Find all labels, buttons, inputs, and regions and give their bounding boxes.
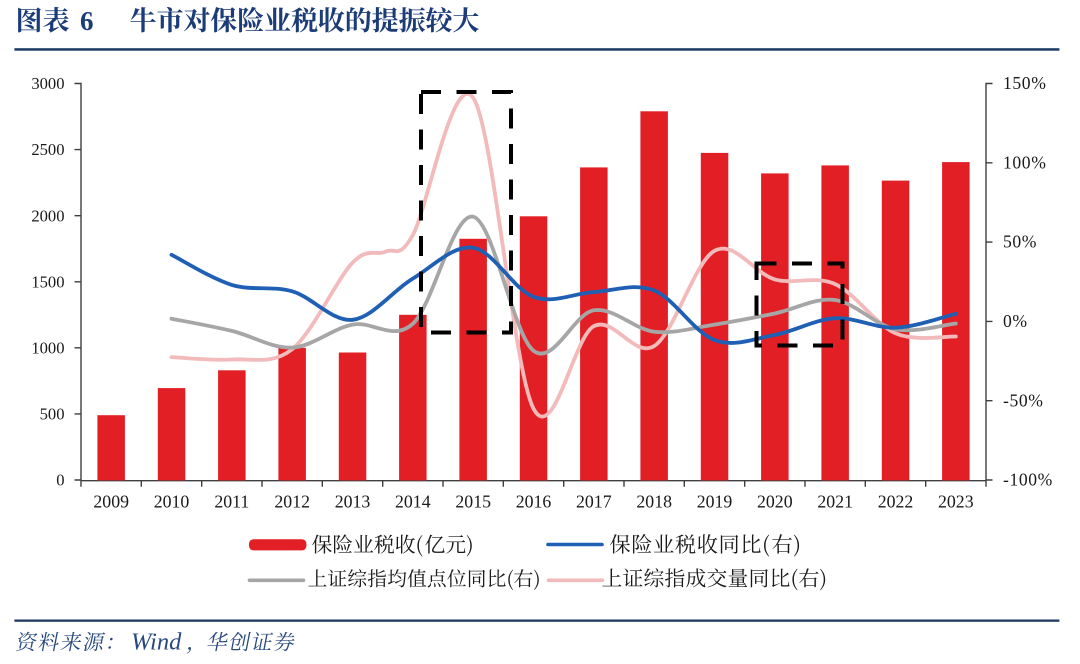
svg-text:1000: 1000	[31, 338, 64, 357]
svg-text:2009: 2009	[93, 492, 129, 512]
svg-text:2014: 2014	[395, 492, 431, 512]
svg-text:2011: 2011	[214, 492, 249, 512]
svg-text:100%: 100%	[1003, 152, 1046, 172]
svg-text:50%: 50%	[1003, 232, 1037, 252]
svg-text:2015: 2015	[455, 492, 491, 512]
svg-text:0%: 0%	[1003, 311, 1028, 331]
svg-text:2023: 2023	[938, 492, 974, 512]
svg-text:1500: 1500	[31, 272, 64, 291]
svg-text:3000: 3000	[31, 74, 64, 93]
svg-text:2021: 2021	[817, 492, 853, 512]
svg-text:2019: 2019	[697, 492, 733, 512]
svg-text:2010: 2010	[154, 492, 190, 512]
svg-text:0: 0	[56, 471, 64, 490]
svg-text:2020: 2020	[757, 492, 793, 512]
svg-text:2022: 2022	[878, 492, 914, 512]
svg-text:2016: 2016	[516, 492, 552, 512]
svg-text:500: 500	[40, 405, 65, 424]
svg-text:2500: 2500	[31, 140, 64, 159]
svg-text:-50%: -50%	[1003, 390, 1044, 410]
svg-text:6: 6	[80, 6, 94, 36]
svg-text:Wind: Wind	[131, 629, 182, 656]
svg-text:2017: 2017	[576, 492, 612, 512]
svg-text:2000: 2000	[31, 206, 64, 225]
svg-text:150%: 150%	[1003, 73, 1046, 93]
svg-text:2013: 2013	[335, 492, 371, 512]
svg-text:-100%: -100%	[1003, 470, 1053, 490]
svg-text:2018: 2018	[636, 492, 672, 512]
svg-text:2012: 2012	[274, 492, 310, 512]
